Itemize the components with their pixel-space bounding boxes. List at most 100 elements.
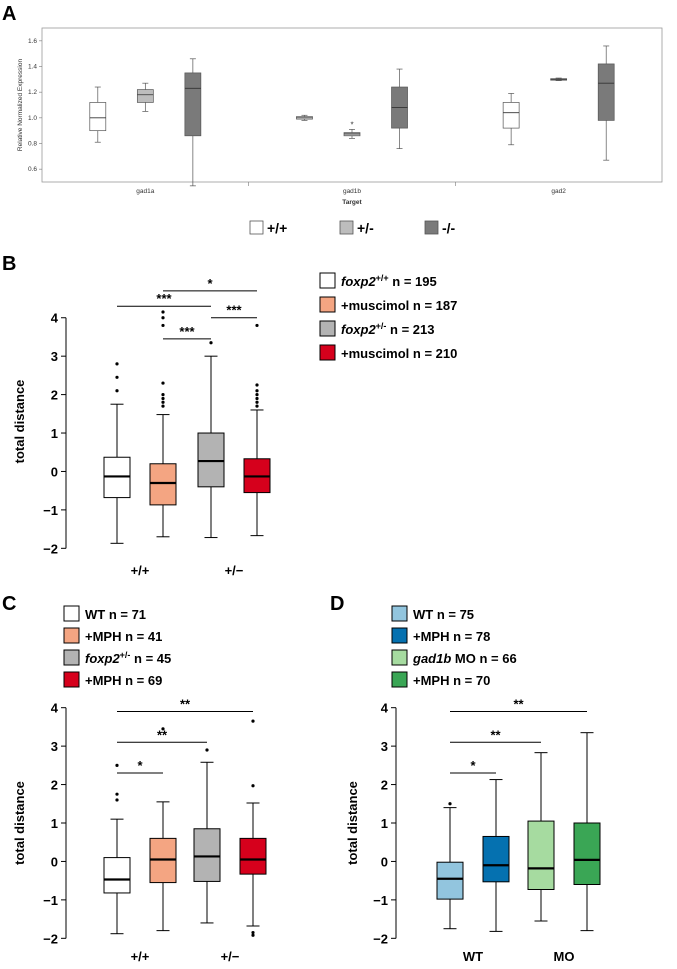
x-tick-label: +/+ bbox=[131, 563, 150, 578]
box bbox=[573, 822, 601, 885]
y-tick-label-a: 1.0 bbox=[28, 115, 37, 122]
x-axis-title-a: Target bbox=[342, 199, 362, 206]
legend-swatch bbox=[319, 296, 336, 313]
outlier-point bbox=[255, 323, 259, 328]
outlier-point bbox=[161, 400, 165, 404]
y-tick-label: 0 bbox=[51, 464, 58, 479]
y-tick-label-a: 0.8 bbox=[28, 141, 37, 148]
legend-swatch-a bbox=[339, 220, 354, 235]
outlier-point bbox=[161, 316, 165, 320]
outlier-point bbox=[251, 930, 255, 935]
legend-label-rest: n = 45 bbox=[130, 651, 171, 666]
legend-label-main: +muscimol n = 187 bbox=[341, 298, 457, 313]
y-tick-label: 3 bbox=[51, 739, 58, 754]
legend-label: WT n = 71 bbox=[85, 607, 146, 622]
box bbox=[482, 835, 510, 883]
y-tick-label: 4 bbox=[51, 311, 59, 326]
outlier-point bbox=[255, 393, 259, 397]
outlier-point bbox=[255, 400, 259, 404]
outlier-point bbox=[255, 396, 259, 401]
legend-label: foxp2+/- n = 213 bbox=[341, 321, 435, 337]
plot-frame-a bbox=[41, 27, 663, 183]
legend-label: WT n = 75 bbox=[413, 607, 474, 622]
box bbox=[103, 857, 131, 894]
box bbox=[197, 432, 225, 488]
legend-label: foxp2+/- n = 45 bbox=[85, 650, 171, 666]
y-axis-title-a: Relative Normalized Expression bbox=[17, 59, 24, 152]
box-a bbox=[136, 89, 154, 103]
y-tick-label-a: 1.2 bbox=[28, 89, 37, 96]
legend-swatch bbox=[391, 671, 408, 688]
outlier-point bbox=[161, 381, 165, 385]
legend-swatch bbox=[391, 627, 408, 644]
box bbox=[239, 837, 267, 875]
outlier-point bbox=[161, 404, 165, 408]
y-tick-label: −1 bbox=[43, 503, 58, 518]
outlier-point bbox=[209, 341, 213, 345]
box-a bbox=[184, 72, 202, 137]
outlier-point bbox=[161, 727, 165, 731]
x-tick-label: MO bbox=[554, 949, 575, 964]
panel-letter-a: A bbox=[2, 3, 16, 25]
legend-swatch bbox=[63, 671, 80, 688]
legend-label-main: +MPH n = 78 bbox=[413, 629, 490, 644]
significance-label: *** bbox=[226, 303, 242, 318]
y-tick-label: 3 bbox=[381, 739, 388, 754]
outlier-point bbox=[115, 362, 119, 366]
chart-a: 0.6 0.8 1.0 1.2 1.4 1.6 Relative Normalized Ex… bbox=[17, 27, 663, 236]
significance-label: * bbox=[470, 758, 476, 773]
legend-label: gad1b MO n = 66 bbox=[412, 651, 517, 666]
y-tick-label: 2 bbox=[381, 778, 388, 793]
legend-label-superscript: +/- bbox=[376, 321, 387, 331]
box bbox=[436, 861, 464, 900]
significance-label: ** bbox=[157, 727, 168, 742]
legend-label-rest: n = 195 bbox=[389, 274, 437, 289]
legend-label-main: +MPH n = 41 bbox=[85, 629, 162, 644]
legend-label-rest: n = 213 bbox=[386, 322, 434, 337]
legend-label-rest: MO n = 66 bbox=[451, 651, 516, 666]
legend-swatch bbox=[319, 344, 336, 361]
outlier-point bbox=[251, 784, 255, 788]
legend-label-main: +muscimol n = 210 bbox=[341, 346, 457, 361]
legend-swatch-a bbox=[249, 220, 264, 235]
x-tick-label: +/− bbox=[221, 949, 240, 964]
y-tick-label-a: 1.6 bbox=[28, 38, 37, 45]
y-tick-label: −2 bbox=[43, 931, 58, 946]
panel-letter-c: C bbox=[2, 593, 16, 615]
y-tick-label: −1 bbox=[43, 893, 58, 908]
significance-label: * bbox=[207, 276, 213, 291]
outlier-point bbox=[161, 310, 165, 314]
y-tick-label: 1 bbox=[51, 816, 58, 831]
x-tick-label-a: gad1b bbox=[343, 188, 361, 195]
legend-label-superscript: +/- bbox=[120, 650, 131, 660]
legend-label: +MPH n = 41 bbox=[85, 629, 162, 644]
box bbox=[149, 463, 177, 506]
y-axis-title: total distance bbox=[12, 380, 27, 464]
outlier-point bbox=[161, 323, 165, 328]
legend-label: foxp2+/+ n = 195 bbox=[341, 273, 437, 289]
outlier-point bbox=[115, 389, 119, 393]
box-a bbox=[89, 102, 107, 132]
legend-label: +MPH n = 70 bbox=[413, 673, 490, 688]
y-tick-label: −1 bbox=[373, 893, 388, 908]
legend-swatch-a bbox=[424, 220, 439, 235]
y-tick-label: 0 bbox=[381, 854, 388, 869]
legend-label-main: WT n = 71 bbox=[85, 607, 146, 622]
y-tick-label: 0 bbox=[51, 854, 58, 869]
y-tick-label: 4 bbox=[381, 701, 389, 716]
legend-label-a: +/- bbox=[357, 220, 374, 236]
legend-swatch bbox=[63, 627, 80, 644]
box bbox=[193, 828, 221, 882]
legend-label: +muscimol n = 187 bbox=[341, 298, 457, 313]
legend-label-superscript: +/+ bbox=[376, 273, 389, 283]
outlier-point bbox=[255, 389, 259, 393]
legend-label-main: foxp2 bbox=[85, 651, 120, 666]
legend-swatch bbox=[391, 605, 408, 622]
outlier-point bbox=[161, 393, 165, 397]
legend-swatch bbox=[319, 320, 336, 337]
outlier-point bbox=[115, 792, 119, 796]
box-a bbox=[502, 102, 520, 129]
